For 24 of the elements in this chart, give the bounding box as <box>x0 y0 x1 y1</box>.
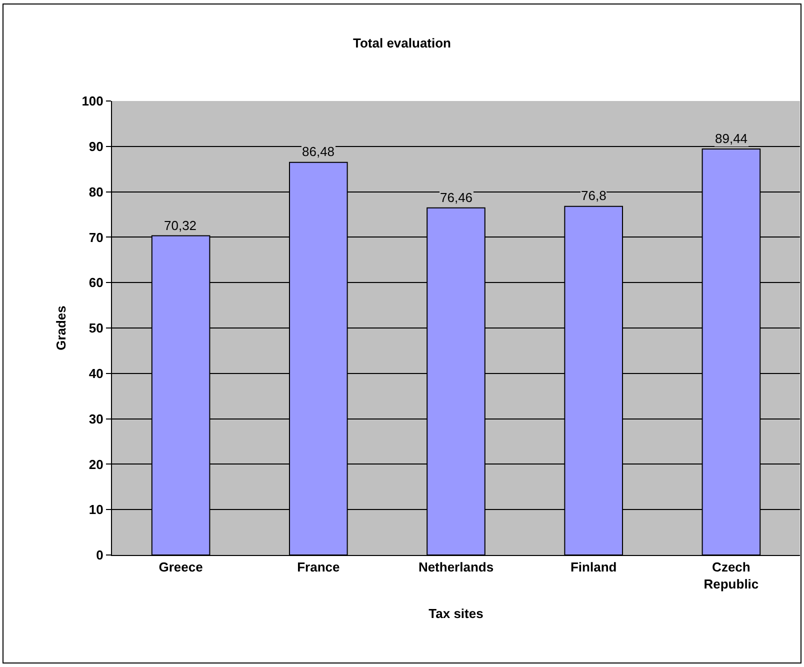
data-label: 86,48 <box>302 144 335 159</box>
data-label: 76,8 <box>581 188 606 203</box>
x-tick-label: Netherlands <box>418 560 494 575</box>
data-label: 89,44 <box>715 131 748 146</box>
y-tick-label: 40 <box>88 366 104 381</box>
x-tick-label: France <box>297 560 340 575</box>
y-tick-label: 0 <box>96 548 104 563</box>
x-tick-label: Czech Republic <box>704 560 759 592</box>
y-tick-label: 90 <box>88 138 104 154</box>
y-tick-label: 10 <box>88 502 104 518</box>
x-tick-label: Greece <box>158 560 203 575</box>
y-tick-label: 100 <box>82 94 104 109</box>
data-label: 70,32 <box>164 218 197 233</box>
y-tick-label: 30 <box>88 411 104 426</box>
y-tick-label: 50 <box>88 320 104 336</box>
x-tick-label: Finland <box>570 560 617 575</box>
y-tick-label: 20 <box>88 456 104 472</box>
data-label: 76,46 <box>440 190 473 205</box>
y-tick-label: 80 <box>88 184 104 200</box>
x-axis-title: Tax sites <box>428 606 484 622</box>
y-axis-title: Grades <box>54 306 69 350</box>
chart-title: Total evaluation <box>353 36 452 51</box>
y-tick-label: 70 <box>88 230 104 245</box>
y-tick-label: 60 <box>88 275 104 290</box>
